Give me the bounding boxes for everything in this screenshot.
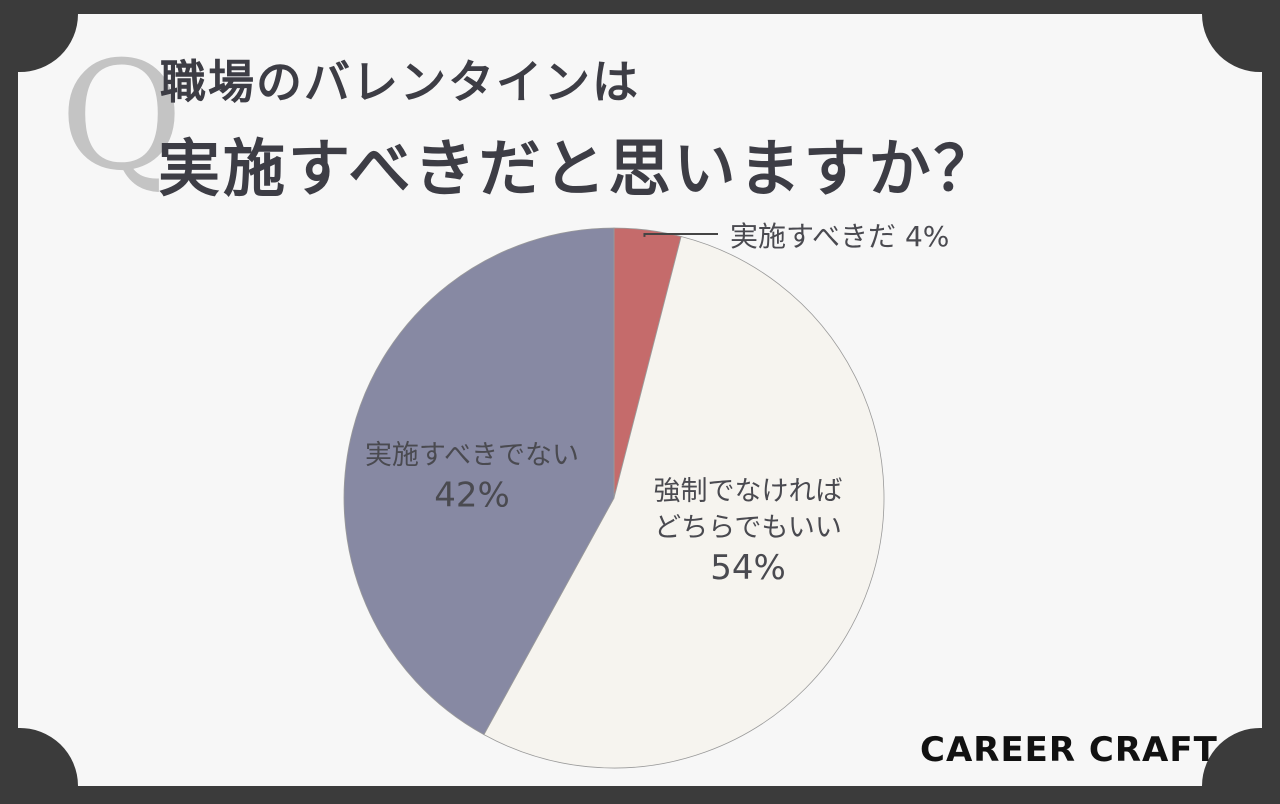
slice-label-1: 実施すべきだ 4% — [730, 220, 949, 253]
slice-label-2-line-2: どちらでもいい — [654, 512, 842, 543]
pie-slice-3 — [343, 227, 615, 736]
leader-line — [643, 233, 718, 237]
pie-slices — [343, 227, 885, 769]
slice-pct-3: 42% — [434, 475, 510, 515]
pie-slice-2 — [483, 235, 885, 769]
slice-pct-2: 54% — [710, 548, 786, 588]
brand-logo-text: CAREER CRAFT — [920, 730, 1218, 770]
title-line-2: 実施すべきだと思いますか？ — [158, 132, 999, 205]
slice-label-3-line-1: 実施すべきでない — [365, 440, 579, 471]
question-q-mark: Q — [60, 30, 183, 204]
title-line-1: 職場のバレンタインは — [160, 55, 640, 109]
slice-label-2-line-1: 強制でなければ — [654, 476, 843, 507]
